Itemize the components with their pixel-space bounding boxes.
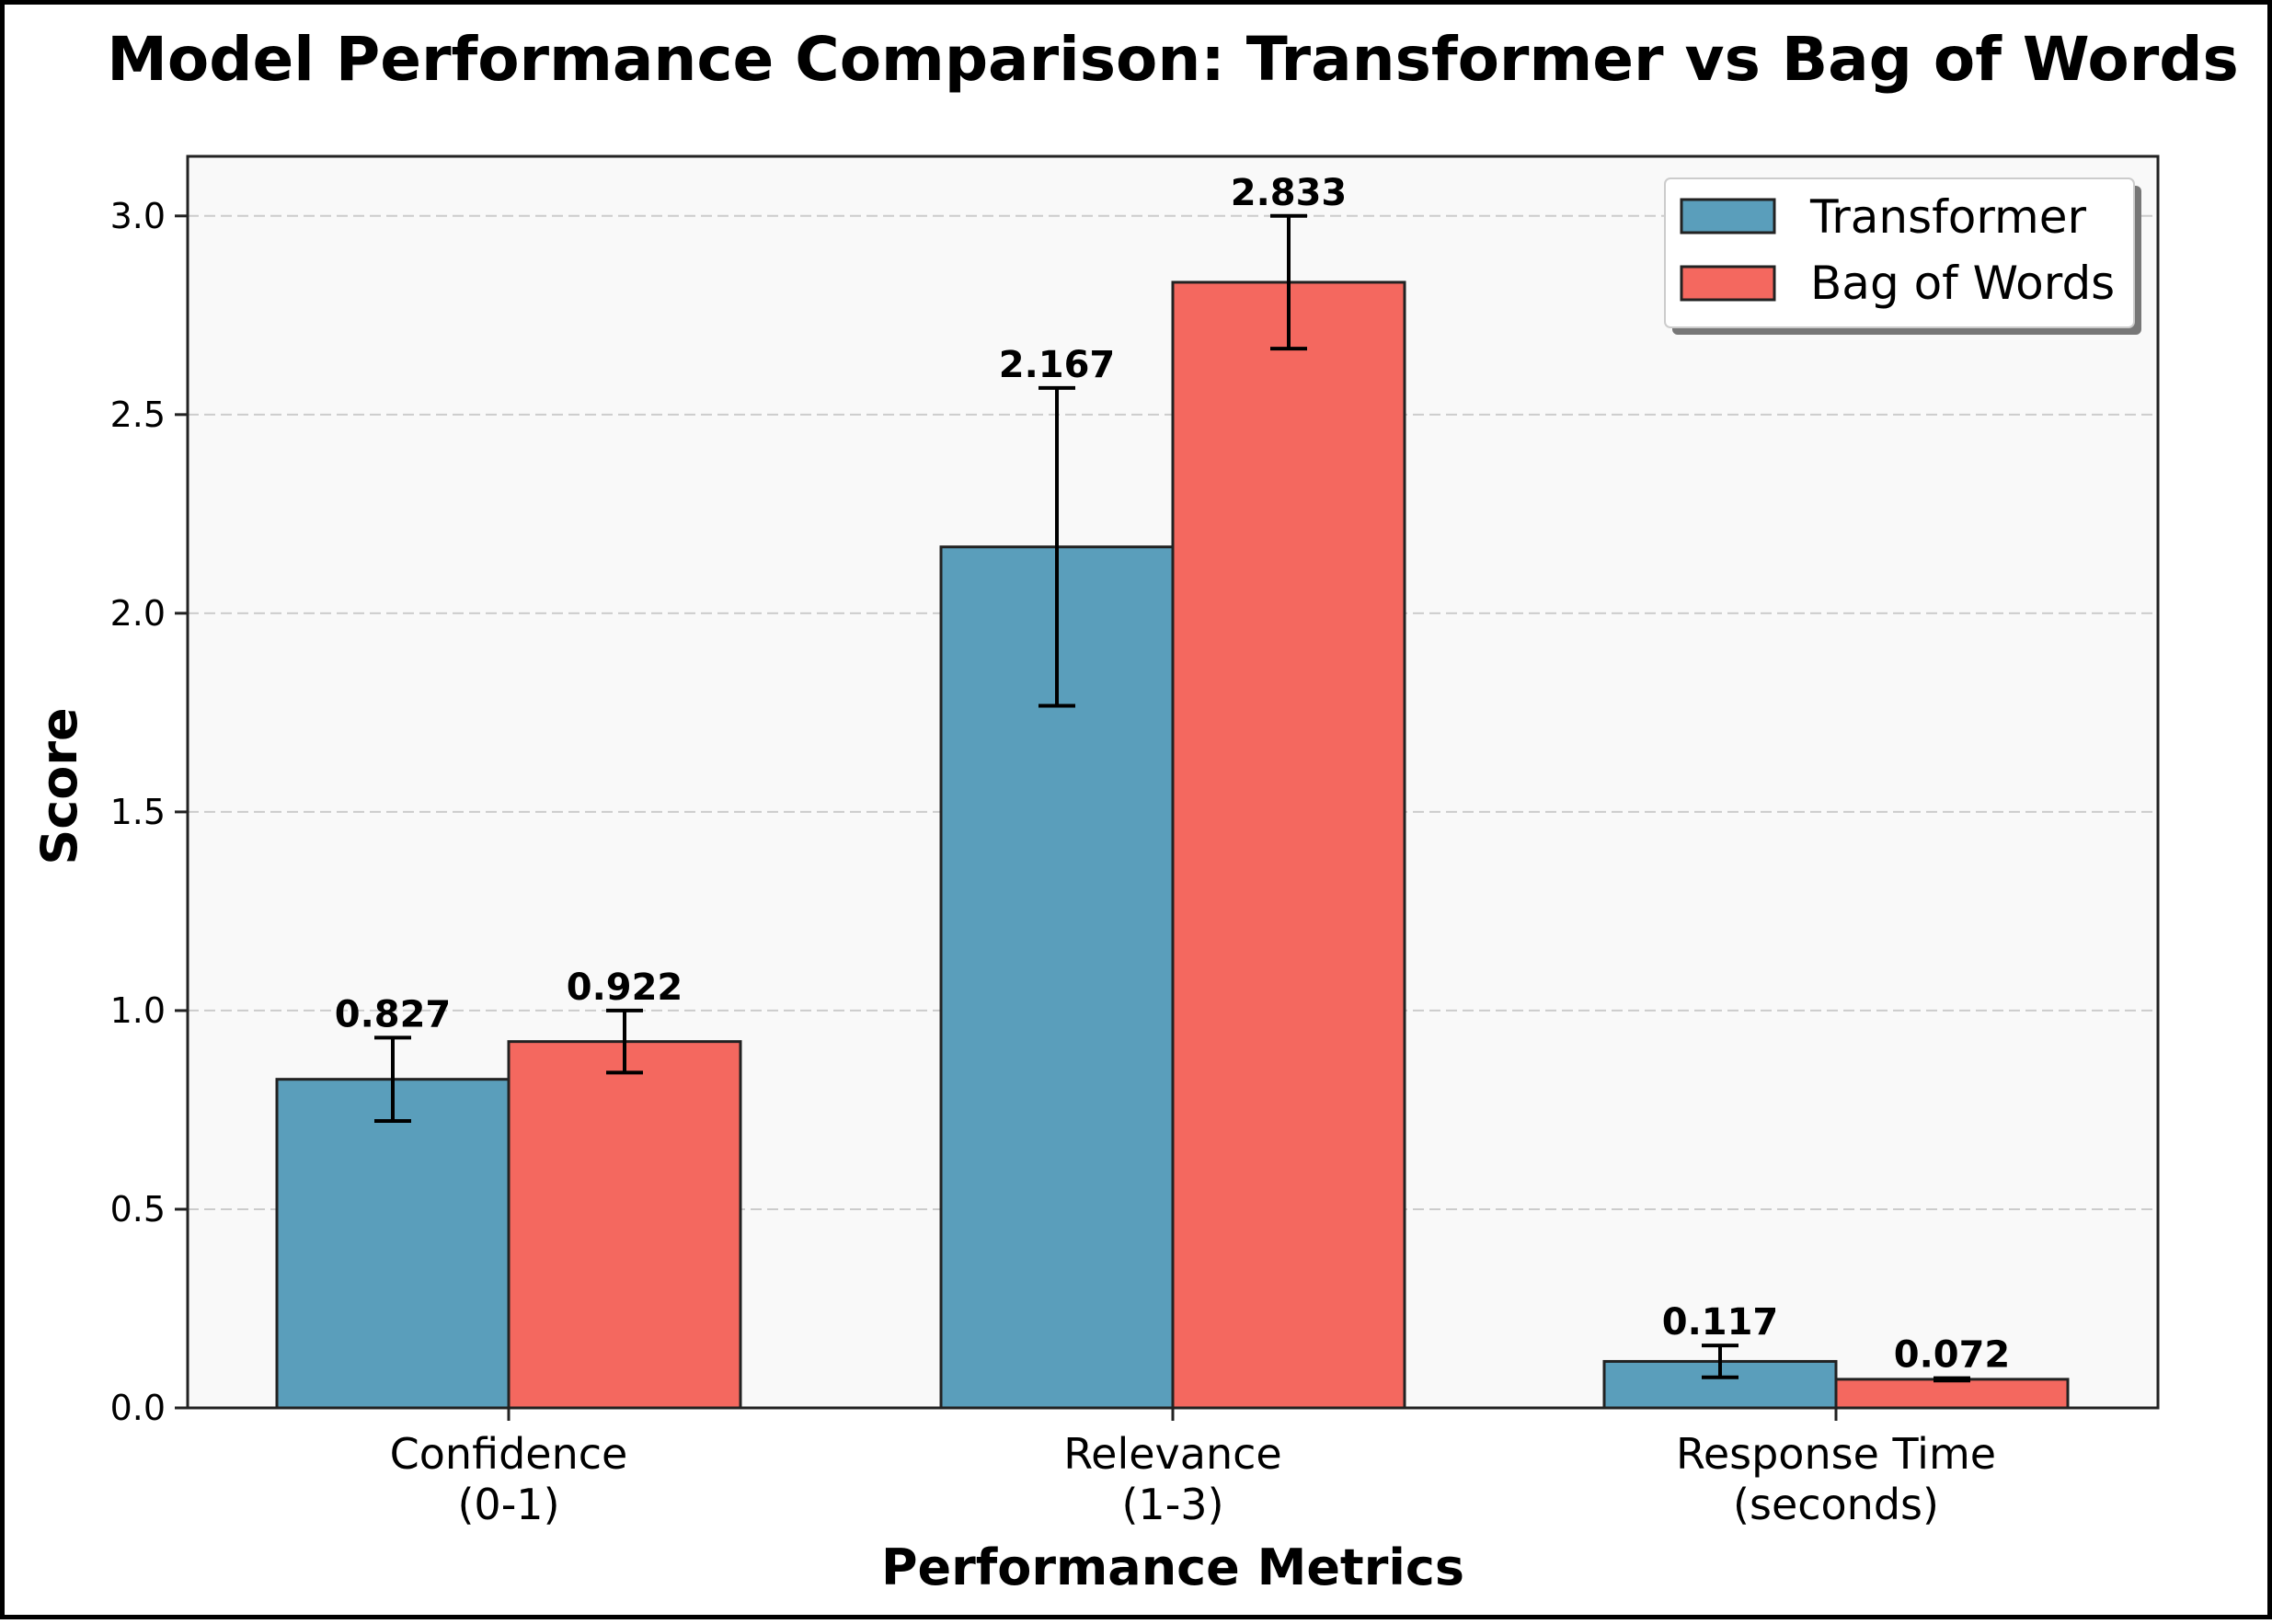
y-axis-ticks: 0.0 0.5 1.0 1.5 2.0 2.5 3.0 xyxy=(110,196,188,1428)
data-labels: 0.827 0.922 2.167 2.833 0.117 0.072 xyxy=(335,172,2011,1377)
error-bars xyxy=(374,213,1970,1383)
data-label: 2.833 xyxy=(1231,172,1348,214)
y-tick-label: 3.0 xyxy=(110,196,166,236)
y-tick-label: 2.5 xyxy=(110,395,166,435)
bar-bag-of-words xyxy=(507,1040,742,1410)
y-tick-label: 2.0 xyxy=(110,593,166,634)
legend-label-transformer: Transformer xyxy=(1809,190,2086,244)
bar-transformer xyxy=(275,1078,511,1410)
y-axis-label: Score xyxy=(30,707,88,864)
y-tick-label: 0.5 xyxy=(110,1189,166,1229)
x-tick-label: (seconds) xyxy=(1733,1480,1939,1529)
bar-bag-of-words xyxy=(1834,1378,2070,1410)
legend: Transformer Bag of Words xyxy=(1664,177,2141,335)
data-label: 0.072 xyxy=(1894,1334,2011,1377)
data-label: 0.117 xyxy=(1662,1301,1779,1344)
bars xyxy=(275,280,2070,1410)
y-tick-label: 1.0 xyxy=(110,990,166,1031)
y-tick-label: 0.0 xyxy=(110,1388,166,1428)
legend-box xyxy=(1664,177,2135,328)
x-axis-label: Performance Metrics xyxy=(881,1538,1464,1596)
x-axis-ticks: Confidence(0-1) Relevance(1-3) Response Ti… xyxy=(390,1408,1996,1529)
x-tick-label: Confidence xyxy=(390,1429,628,1479)
x-tick-label: Response Time xyxy=(1676,1429,1996,1479)
bar-bag-of-words xyxy=(1171,280,1406,1410)
bar-chart: Model Performance Comparison: Transforme… xyxy=(30,24,2239,1596)
y-tick-label: 1.5 xyxy=(110,792,166,832)
data-label: 0.827 xyxy=(335,993,452,1035)
legend-swatch-bag-of-words xyxy=(1680,265,1776,302)
data-label: 0.922 xyxy=(567,966,683,1009)
legend-swatch-transformer xyxy=(1680,198,1776,234)
data-label: 2.167 xyxy=(999,344,1116,386)
x-tick-label: (1-3) xyxy=(1121,1480,1223,1529)
chart-title: Model Performance Comparison: Transforme… xyxy=(107,24,2239,95)
x-tick-label: (0-1) xyxy=(457,1480,559,1529)
x-tick-label: Relevance xyxy=(1063,1429,1281,1479)
legend-label-bag-of-words: Bag of Words xyxy=(1810,257,2115,310)
